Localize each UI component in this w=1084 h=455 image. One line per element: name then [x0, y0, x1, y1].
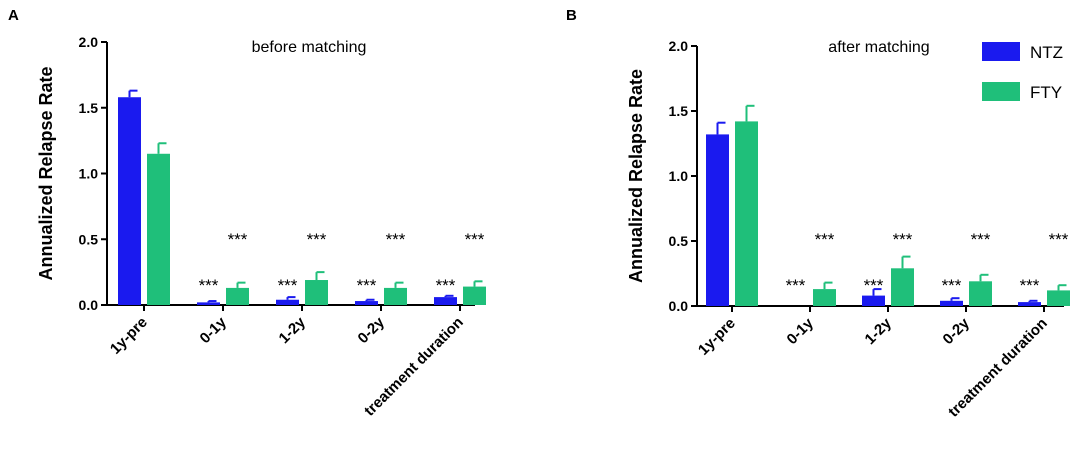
- bar-fty-3: [384, 287, 407, 305]
- bar-ntz-0: [706, 134, 729, 306]
- significance-label: ***: [465, 230, 485, 249]
- significance-label: ***: [971, 230, 991, 249]
- category-label: 0-1y: [197, 313, 231, 347]
- bar-fty-4: [463, 286, 486, 305]
- category-label: 1y-pre: [695, 315, 739, 359]
- y-tick-label: 2.0: [79, 34, 99, 50]
- category-label: 0-1y: [784, 314, 818, 348]
- bar-fty-0: [735, 121, 758, 307]
- chart-title: before matching: [252, 39, 367, 56]
- bar-fty-3: [969, 281, 992, 306]
- significance-label: ***: [942, 276, 962, 295]
- y-axis-label: Annualized Relapse Rate: [36, 66, 56, 280]
- bar-ntz-3: [355, 301, 378, 305]
- significance-label: ***: [436, 276, 456, 295]
- significance-label: ***: [278, 276, 298, 295]
- significance-label: ***: [199, 276, 219, 295]
- panel-letter: A: [8, 7, 19, 24]
- y-tick-label: 1.0: [669, 168, 689, 184]
- significance-label: ***: [815, 230, 835, 249]
- y-tick-label: 0.5: [79, 231, 99, 247]
- legend-swatch-ntz: [982, 42, 1020, 61]
- y-tick-label: 0.0: [79, 297, 99, 313]
- significance-label: ***: [386, 230, 406, 249]
- bar-ntz-2: [276, 299, 299, 305]
- significance-label: ***: [1049, 230, 1069, 249]
- bar-fty-2: [305, 280, 328, 305]
- panel-letter: B: [566, 7, 577, 24]
- bar-fty-0: [147, 153, 170, 305]
- y-axis-label: Annualized Relapse Rate: [626, 69, 646, 283]
- y-tick-label: 0.5: [669, 233, 689, 249]
- bar-ntz-3: [940, 300, 963, 306]
- y-tick-label: 1.5: [79, 100, 99, 116]
- y-tick-label: 1.5: [669, 103, 689, 119]
- y-tick-label: 2.0: [669, 38, 689, 54]
- legend-label: NTZ: [1030, 43, 1063, 62]
- category-label: 1y-pre: [107, 314, 151, 358]
- bar-fty-2: [891, 268, 914, 306]
- y-tick-label: 1.0: [79, 166, 99, 182]
- category-label: 0-2y: [355, 313, 389, 347]
- bar-fty-4: [1047, 290, 1070, 306]
- significance-label: ***: [1020, 276, 1040, 295]
- y-tick-label: 0.0: [669, 298, 689, 314]
- bar-ntz-4: [1018, 302, 1041, 306]
- significance-label: ***: [307, 230, 327, 249]
- significance-label: ***: [786, 276, 806, 295]
- significance-label: ***: [357, 276, 377, 295]
- significance-label: ***: [864, 276, 884, 295]
- significance-label: ***: [228, 230, 248, 249]
- category-label: 0-2y: [940, 314, 974, 348]
- bar-fty-1: [226, 287, 249, 305]
- bar-ntz-1: [197, 302, 220, 305]
- legend-swatch-fty: [982, 82, 1020, 101]
- chart-title: after matching: [828, 39, 929, 56]
- category-label: 1-2y: [862, 314, 896, 348]
- bar-ntz-0: [118, 97, 141, 305]
- category-label: 1-2y: [276, 313, 310, 347]
- bar-fty-1: [813, 289, 836, 306]
- bar-ntz-2: [862, 295, 885, 306]
- bar-ntz-4: [434, 297, 457, 305]
- legend-label: FTY: [1030, 83, 1062, 102]
- significance-label: ***: [893, 230, 913, 249]
